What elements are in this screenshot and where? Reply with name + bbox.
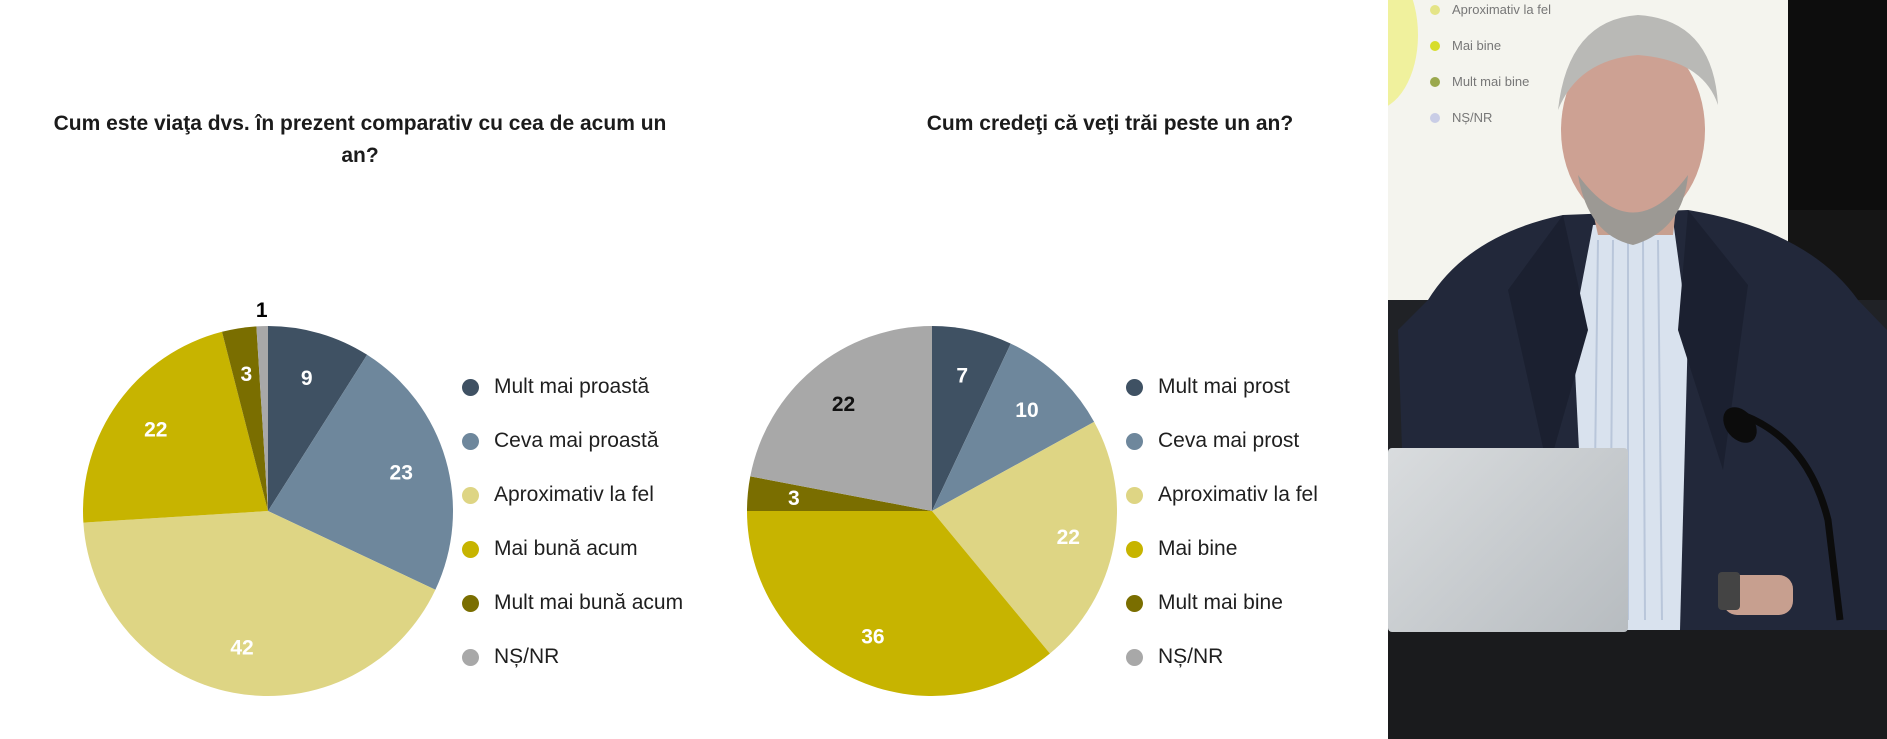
pie-data-label-right-4: 3 [788, 487, 800, 510]
legend-label: Mai bine [1158, 537, 1238, 560]
screen-legend-label: Aproximativ la fel [1452, 2, 1551, 17]
legend-label: Mult mai proastă [494, 375, 650, 398]
legend-label: NȘ/NR [1158, 645, 1224, 668]
legend-swatch [1126, 378, 1143, 396]
legend-swatch [1126, 432, 1143, 450]
screen-legend-item: Mai bine [1430, 38, 1501, 53]
screen-legend-swatch [1430, 4, 1440, 15]
video-feed-panel: Aproximativ la fel Mai bine Mult mai bine N… [1388, 0, 1887, 739]
legend-right: Mult mai prost Ceva mai prost Aproximativ … [1126, 360, 1318, 684]
legend-item-right-5: NȘ/NR [1126, 630, 1318, 684]
legend-item-left-1: Ceva mai proastă [462, 414, 683, 468]
legend-swatch [462, 648, 479, 666]
pie-slice-left-4 [221, 326, 268, 511]
legend-label: Mult mai bună acum [494, 591, 684, 614]
legend-swatch [1126, 648, 1143, 666]
pie-slice-right-1 [932, 343, 1095, 511]
screen-legend-item: Mult mai bine [1430, 74, 1529, 89]
pie-chart-right: 7 10 22 36 3 22 [747, 326, 1117, 696]
chart-title-right: Cum credeţi că veţi trăi peste un an? [926, 112, 1294, 135]
legend-item-left-3: Mai bună acum [462, 522, 683, 576]
screen-legend-label: NȘ/NR [1452, 110, 1493, 125]
legend-item-right-1: Ceva mai prost [1126, 414, 1318, 468]
pie-data-label-right-1: 10 [1015, 399, 1038, 422]
pie-data-label-right-0: 7 [956, 365, 968, 388]
screen-legend-label: Mai bine [1452, 38, 1502, 53]
pie-slice-right-4 [747, 476, 932, 511]
laptop [1388, 448, 1628, 632]
pie-slice-left-2 [83, 511, 436, 697]
chart-title-left: Cum este viaţa dvs. în prezent comparati… [53, 112, 667, 167]
legend-item-left-2: Aproximativ la fel [462, 468, 683, 522]
legend-swatch [462, 540, 479, 558]
legend-label: Aproximativ la fel [1158, 483, 1318, 506]
pie-chart-left: 9 23 42 22 3 1 [83, 299, 453, 697]
screen-legend-label: Mult mai bine [1452, 74, 1530, 89]
legend-item-right-3: Mai bine [1126, 522, 1318, 576]
legend-swatch [462, 432, 479, 450]
pie-slice-left-5 [256, 326, 268, 511]
legend-label: Mult mai prost [1158, 375, 1290, 398]
screen-legend-item: NȘ/NR [1430, 110, 1492, 125]
legend-label: Ceva mai prost [1158, 429, 1300, 452]
screen-legend-swatch [1430, 76, 1440, 87]
pie-slice-left-0 [268, 326, 368, 511]
legend-item-left-5: NȘ/NR [462, 630, 683, 684]
legend-item-right-4: Mult mai bine [1126, 576, 1318, 630]
presentation-slide: Cum este viaţa dvs. în prezent comparati… [53, 112, 1318, 697]
pie-data-label-left-4: 3 [240, 363, 252, 386]
legend-label: Mult mai bine [1158, 591, 1283, 614]
pie-slice-left-3 [83, 331, 269, 523]
legend-swatch [1126, 540, 1143, 558]
legend-item-right-2: Aproximativ la fel [1126, 468, 1318, 522]
legend-item-right-0: Mult mai prost [1126, 360, 1318, 414]
pie-data-label-left-1: 23 [390, 461, 413, 484]
legend-label: Mai bună acum [494, 537, 638, 560]
pie-slice-right-5 [750, 326, 932, 511]
legend-label: Ceva mai proastă [494, 429, 659, 452]
pie-data-label-right-2: 22 [1057, 526, 1080, 549]
pie-data-label-left-2: 42 [230, 636, 253, 659]
legend-swatch [1126, 594, 1143, 612]
screen-legend-swatch [1430, 112, 1440, 123]
pie-data-label-left-3: 22 [144, 418, 167, 441]
pie-data-label-right-5: 22 [832, 393, 855, 416]
screen-legend-item: Aproximativ la fel [1430, 2, 1551, 17]
monitor-frame [1788, 0, 1887, 210]
pie-data-label-right-3: 36 [861, 626, 884, 649]
legend-swatch [462, 594, 479, 612]
pie-slice-left-1 [268, 354, 453, 590]
pie-data-label-left-5: 1 [256, 299, 268, 322]
pie-slice-right-2 [932, 421, 1117, 654]
pie-slice-right-3 [747, 511, 1050, 696]
legend-item-left-0: Mult mai proastă [462, 360, 683, 414]
legend-left: Mult mai proastă Ceva mai proastă Aproxima… [462, 360, 683, 684]
legend-item-left-4: Mult mai bună acum [462, 576, 683, 630]
desk [1388, 630, 1887, 739]
legend-label: Aproximativ la fel [494, 483, 654, 506]
pie-slice-right-0 [932, 326, 1011, 511]
pie-data-label-left-0: 9 [301, 367, 313, 390]
legend-swatch [1126, 486, 1143, 504]
legend-swatch [462, 378, 479, 396]
screen-legend-swatch [1430, 40, 1440, 51]
legend-label: NȘ/NR [494, 645, 560, 668]
legend-swatch [462, 486, 479, 504]
